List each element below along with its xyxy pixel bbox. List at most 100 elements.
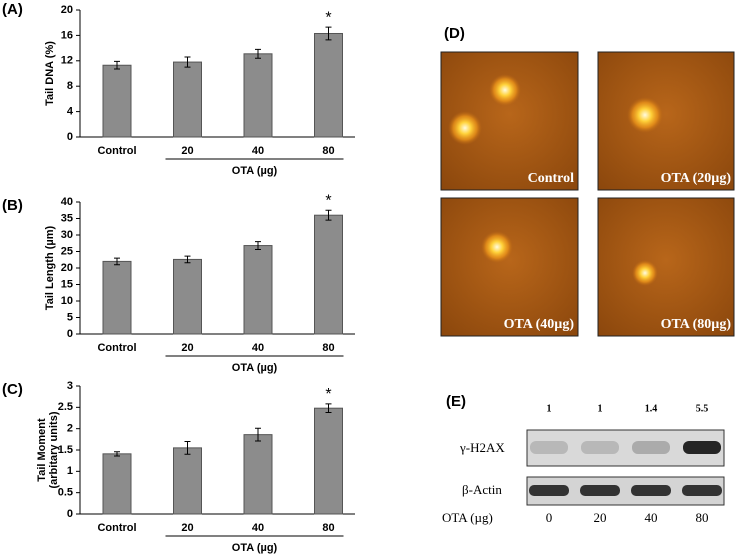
dose-value: 40 <box>645 510 658 525</box>
error-bar <box>114 60 120 70</box>
y-tick-label: 1.5 <box>58 444 73 456</box>
image <box>597 197 735 337</box>
y-tick-label: 40 <box>61 196 73 208</box>
x-tick-label: Control <box>97 522 136 534</box>
ratio-label: 1.4 <box>645 403 658 414</box>
y-tick-label: 0 <box>67 131 73 143</box>
x-axis-label: OTA (µg) <box>232 165 278 177</box>
y-tick-label: 20 <box>61 4 73 16</box>
image-label: OTA (80µg) <box>661 317 732 332</box>
image-label: Control <box>528 171 575 186</box>
image <box>597 51 735 191</box>
significance-mark: * <box>325 192 331 209</box>
y-tick-label: 2 <box>67 423 73 435</box>
x-axis-label: OTA (µg) <box>232 362 278 374</box>
y-tick-label: 16 <box>61 29 73 41</box>
bar <box>173 61 202 138</box>
y-tick-label: 25 <box>61 245 73 257</box>
dose-value: 20 <box>594 510 607 525</box>
x-tick-label: 40 <box>252 342 264 354</box>
band <box>530 441 568 454</box>
x-tick-label: 20 <box>181 342 193 354</box>
y-tick-label: 8 <box>67 80 73 92</box>
ratio-label: 1 <box>547 403 552 414</box>
error-bar <box>184 56 191 68</box>
actin-band <box>580 485 620 496</box>
error-bar <box>325 403 332 413</box>
error-bar <box>184 255 191 264</box>
significance-mark: * <box>325 386 331 403</box>
actin-band <box>529 485 569 496</box>
bar <box>102 260 132 335</box>
y-axis-label: Tail Moment <box>36 418 48 482</box>
bar <box>102 64 132 138</box>
x-tick-label: Control <box>97 342 136 354</box>
comet-images: Control OTA (20µg) OTA (40µg) OTA (80µg) <box>440 51 735 337</box>
comet <box>448 111 482 145</box>
band <box>581 441 619 454</box>
x-tick-label: 80 <box>322 342 334 354</box>
y-tick-label: 35 <box>61 212 73 224</box>
error-bar <box>114 451 120 457</box>
x-tick-label: 20 <box>181 145 193 157</box>
bar <box>314 32 343 138</box>
bar <box>243 245 273 335</box>
panel-label: (B) <box>2 197 23 214</box>
comet <box>489 74 521 106</box>
panel-label: (D) <box>444 25 465 42</box>
y-tick-label: 10 <box>61 295 73 307</box>
image-label: OTA (40µg) <box>504 317 575 332</box>
dose-label: OTA (µg) <box>442 510 493 525</box>
comet <box>481 231 513 263</box>
y-axis-label: (arbitary units) <box>48 411 60 488</box>
panel-label: (C) <box>2 381 23 398</box>
x-tick-label: 40 <box>252 145 264 157</box>
significance-mark: * <box>325 9 331 26</box>
bar <box>243 434 273 515</box>
y-tick-label: 2.5 <box>58 401 73 413</box>
y-tick-label: 30 <box>61 229 73 241</box>
x-tick-label: 80 <box>322 522 334 534</box>
x-tick-label: 20 <box>181 522 193 534</box>
y-axis-label: Tail DNA (%) <box>44 41 56 106</box>
bar <box>314 407 343 515</box>
row-label: β-Actin <box>462 482 502 497</box>
x-tick-label: 40 <box>252 522 264 534</box>
row-label: γ-H2AX <box>459 440 505 455</box>
x-axis-label: OTA (µg) <box>232 542 278 554</box>
bar <box>173 447 202 515</box>
error-bar <box>255 427 261 442</box>
bar <box>173 258 202 335</box>
band <box>683 441 721 454</box>
error-bar <box>114 257 120 266</box>
y-tick-label: 0 <box>67 328 73 340</box>
ratio-label: 5.5 <box>696 403 709 414</box>
error-bar <box>325 209 332 221</box>
actin-band <box>631 485 671 496</box>
ratio-label: 1 <box>598 403 603 414</box>
comet <box>627 97 663 133</box>
y-tick-label: 3 <box>67 380 73 392</box>
panel-label: (E) <box>446 393 466 410</box>
bar <box>243 53 273 138</box>
y-tick-label: 12 <box>61 55 73 67</box>
y-axis-label: Tail Length (µm) <box>44 225 56 310</box>
y-tick-label: 20 <box>61 262 73 274</box>
x-tick-label: 80 <box>322 145 334 157</box>
comet <box>632 260 658 286</box>
y-tick-label: 15 <box>61 278 73 290</box>
bar <box>314 214 343 335</box>
y-tick-label: 4 <box>67 106 74 118</box>
error-bar <box>184 440 191 455</box>
dose-value: 80 <box>696 510 709 525</box>
panel-label: (A) <box>2 1 23 18</box>
y-tick-label: 1 <box>67 465 73 477</box>
y-tick-label: 5 <box>67 311 73 323</box>
image <box>440 197 579 337</box>
dose-value: 0 <box>546 510 553 525</box>
actin-band <box>682 485 722 496</box>
error-bar <box>255 48 261 59</box>
band <box>632 441 670 454</box>
y-tick-label: 0.5 <box>58 487 73 499</box>
y-tick-label: 0 <box>67 508 73 520</box>
